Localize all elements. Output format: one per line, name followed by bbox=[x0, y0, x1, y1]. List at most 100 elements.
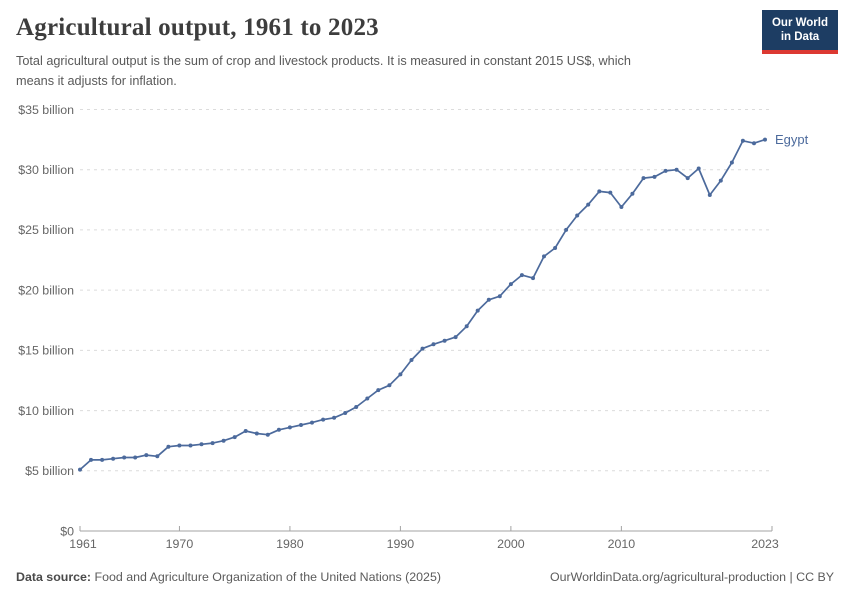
data-point-1977 bbox=[254, 431, 259, 436]
data-point-1974 bbox=[221, 438, 226, 443]
footer-source-label: Data source: bbox=[16, 570, 92, 584]
data-point-2003 bbox=[542, 254, 546, 259]
footer-divider: | bbox=[786, 570, 797, 584]
y-gridlines bbox=[80, 109, 772, 472]
data-point-2016 bbox=[685, 176, 690, 181]
data-point-1976 bbox=[243, 429, 248, 433]
data-point-1975 bbox=[232, 435, 237, 440]
data-point-1982 bbox=[310, 420, 314, 425]
footer-attribution: OurWorldinData.org/agricultural-producti… bbox=[550, 570, 834, 584]
series-line-egypt bbox=[79, 138, 766, 471]
data-point-2015 bbox=[674, 167, 679, 172]
data-point-2011 bbox=[630, 191, 635, 196]
data-point-2004 bbox=[553, 246, 558, 250]
data-point-1981 bbox=[299, 423, 303, 427]
data-point-1961 bbox=[78, 467, 82, 472]
y-tick-label-10: $10 billion bbox=[18, 404, 74, 418]
chart-subtitle-line2: means it adjusts for inflation. bbox=[16, 73, 177, 88]
x-axis: 1961 1970 1980 1990 2000 2010 2023 bbox=[69, 526, 779, 551]
data-point-2020 bbox=[729, 160, 734, 165]
data-point-1962 bbox=[89, 457, 93, 462]
data-point-1986 bbox=[354, 405, 359, 409]
data-point-2018 bbox=[707, 193, 712, 197]
data-point-1984 bbox=[332, 415, 337, 420]
data-point-2007 bbox=[586, 202, 591, 207]
data-point-1963 bbox=[100, 457, 105, 462]
data-point-1979 bbox=[276, 427, 281, 432]
chart-subtitle: Total agricultural output is the sum of … bbox=[16, 52, 746, 91]
y-tick-label-0: $0 bbox=[60, 524, 74, 538]
owid-logo-text-line1: Our World bbox=[771, 17, 828, 29]
data-point-1992 bbox=[420, 346, 425, 351]
data-point-2001 bbox=[519, 273, 524, 278]
y-tick-label-35: $35 billion bbox=[18, 103, 74, 117]
data-point-1993 bbox=[431, 342, 436, 347]
data-point-2022 bbox=[752, 141, 756, 146]
data-point-1980 bbox=[287, 425, 292, 430]
data-point-1965 bbox=[122, 455, 127, 460]
data-point-1983 bbox=[321, 417, 326, 422]
data-point-1998 bbox=[486, 297, 491, 302]
owid-logo[interactable]: Our World in Data bbox=[762, 10, 838, 54]
data-point-1991 bbox=[409, 358, 414, 362]
data-point-2008 bbox=[597, 189, 602, 194]
data-point-1971 bbox=[188, 443, 193, 448]
x-tick-label-1990: 1990 bbox=[387, 537, 415, 551]
data-point-1967 bbox=[144, 453, 149, 458]
y-tick-label-20: $20 billion bbox=[18, 283, 74, 297]
chart-footer: Data source: Food and Agriculture Organi… bbox=[16, 570, 834, 584]
data-point-2009 bbox=[608, 190, 613, 195]
owid-logo-text-line2: in Data bbox=[780, 31, 820, 44]
y-tick-label-30: $30 billion bbox=[18, 163, 74, 177]
data-point-1990 bbox=[398, 372, 403, 377]
data-point-2010 bbox=[619, 205, 624, 209]
x-tick-label-1980: 1980 bbox=[276, 537, 304, 551]
data-point-1999 bbox=[497, 294, 502, 299]
data-point-1970 bbox=[177, 443, 182, 448]
data-point-1988 bbox=[376, 388, 381, 393]
data-point-2012 bbox=[641, 176, 646, 181]
data-point-1985 bbox=[343, 411, 348, 415]
data-point-1978 bbox=[265, 432, 270, 437]
y-tick-label-25: $25 billion bbox=[18, 223, 74, 237]
data-point-1964 bbox=[111, 456, 116, 461]
series-markers-egypt bbox=[78, 137, 767, 472]
data-point-2014 bbox=[663, 168, 668, 173]
footer-url-link[interactable]: OurWorldinData.org/agricultural-producti… bbox=[550, 570, 787, 584]
data-point-2021 bbox=[740, 138, 745, 143]
data-point-1973 bbox=[210, 441, 215, 446]
data-point-2019 bbox=[718, 178, 723, 183]
x-tick-label-1970: 1970 bbox=[166, 537, 194, 551]
data-point-1987 bbox=[365, 396, 370, 401]
data-point-2002 bbox=[531, 276, 535, 281]
footer-license: CC BY bbox=[796, 570, 834, 584]
data-point-1996 bbox=[464, 324, 469, 329]
data-point-2013 bbox=[652, 174, 657, 179]
data-point-1966 bbox=[133, 455, 138, 460]
data-point-1969 bbox=[166, 444, 171, 449]
data-point-1995 bbox=[453, 335, 458, 340]
data-point-1972 bbox=[199, 442, 204, 447]
data-point-2000 bbox=[508, 282, 513, 287]
data-point-1968 bbox=[155, 454, 160, 459]
data-point-2006 bbox=[575, 213, 580, 218]
page-title: Agricultural output, 1961 to 2023 bbox=[16, 14, 379, 41]
data-point-2023 bbox=[763, 137, 767, 142]
data-point-1997 bbox=[475, 308, 480, 313]
data-point-1994 bbox=[442, 338, 447, 343]
data-point-2017 bbox=[696, 166, 701, 171]
x-tick-label-2000: 2000 bbox=[497, 537, 525, 551]
series-end-label-egypt: Egypt bbox=[775, 132, 809, 147]
y-tick-label-5: $5 billion bbox=[25, 464, 74, 478]
footer-source: Data source: Food and Agriculture Organi… bbox=[16, 570, 441, 584]
y-tick-label-15: $15 billion bbox=[18, 344, 74, 358]
x-tick-label-1961: 1961 bbox=[69, 537, 97, 551]
footer-source-text: Food and Agriculture Organization of the… bbox=[91, 570, 441, 584]
x-tick-label-2010: 2010 bbox=[608, 537, 636, 551]
y-axis-labels: $0 $5 billion $10 billion $15 billion $20 bi… bbox=[18, 103, 74, 538]
data-point-1989 bbox=[387, 383, 392, 388]
chart-subtitle-line1: Total agricultural output is the sum of … bbox=[16, 54, 631, 68]
x-tick-label-2023: 2023 bbox=[751, 537, 779, 551]
